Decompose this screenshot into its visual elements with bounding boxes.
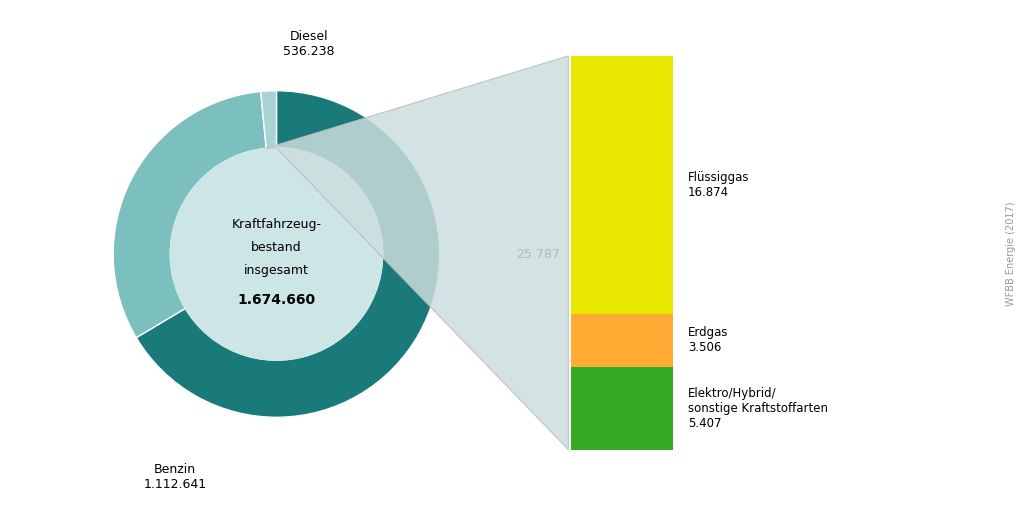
Bar [571, 367, 673, 450]
Circle shape [170, 148, 383, 360]
Text: bestand: bestand [251, 241, 302, 254]
Text: Kraftfahrzeug-: Kraftfahrzeug- [231, 218, 322, 231]
Text: Erdgas
3.506: Erdgas 3.506 [688, 326, 729, 354]
Text: 25.787: 25.787 [516, 247, 560, 261]
Bar [571, 313, 673, 367]
Text: Diesel
536.238: Diesel 536.238 [284, 30, 335, 58]
Text: insgesamt: insgesamt [244, 264, 309, 277]
Text: 1.674.660: 1.674.660 [238, 293, 315, 307]
Wedge shape [261, 91, 276, 148]
Wedge shape [136, 91, 439, 417]
Text: Elektro/Hybrid/
sonstige Kraftstoffarten
5.407: Elektro/Hybrid/ sonstige Kraftstoffarten… [688, 387, 828, 430]
Wedge shape [114, 91, 266, 338]
Text: WFBB Energie (2017): WFBB Energie (2017) [1006, 202, 1016, 306]
Text: Benzin
1.112.641: Benzin 1.112.641 [143, 463, 207, 491]
Text: Flüssiggas
16.874: Flüssiggas 16.874 [688, 171, 750, 199]
Bar [571, 56, 673, 313]
